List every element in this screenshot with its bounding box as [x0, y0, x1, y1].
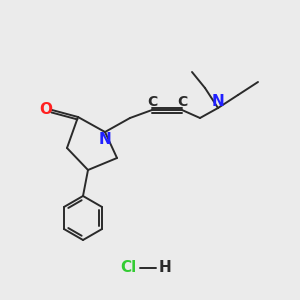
- Text: N: N: [212, 94, 224, 109]
- Text: Cl: Cl: [120, 260, 136, 275]
- Text: C: C: [177, 95, 187, 109]
- Text: H: H: [159, 260, 171, 275]
- Text: O: O: [40, 103, 52, 118]
- Text: N: N: [99, 133, 111, 148]
- Text: C: C: [147, 95, 157, 109]
